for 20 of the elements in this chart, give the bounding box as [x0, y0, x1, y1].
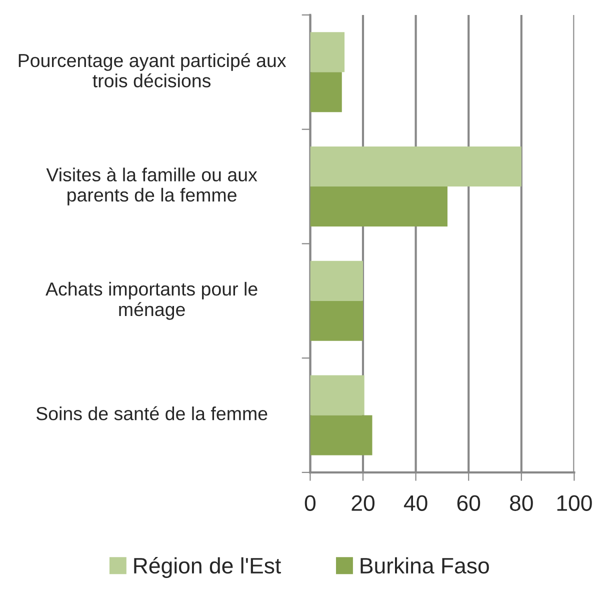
bar: [310, 32, 345, 72]
bar: [310, 415, 372, 456]
legend-label: Région de l'Est: [134, 557, 281, 578]
x-tick-label: 20: [352, 495, 374, 511]
y-tick-label: Visites à la famille ou aux parents de la femme: [46, 167, 258, 206]
x-tick-label: 100: [557, 495, 592, 511]
bar: [310, 375, 364, 416]
bar: [310, 72, 342, 112]
x-tick-label: 60: [457, 495, 480, 511]
y-tick-label: Pourcentage ayant participé aux trois décisions: [18, 53, 286, 88]
bar: [310, 260, 363, 301]
x-tick-label: 40: [404, 495, 428, 511]
y-tick-label: Soins de santé de la femme: [36, 406, 268, 420]
x-tick-label: 80: [510, 495, 533, 511]
bar: [310, 186, 448, 227]
x-tick-label: 0: [304, 495, 316, 511]
bar: [310, 146, 522, 186]
y-tick-label: Achats importants pour le ménage: [46, 282, 258, 320]
legend-label: Burkina Faso: [360, 557, 489, 574]
bar: [310, 300, 363, 341]
